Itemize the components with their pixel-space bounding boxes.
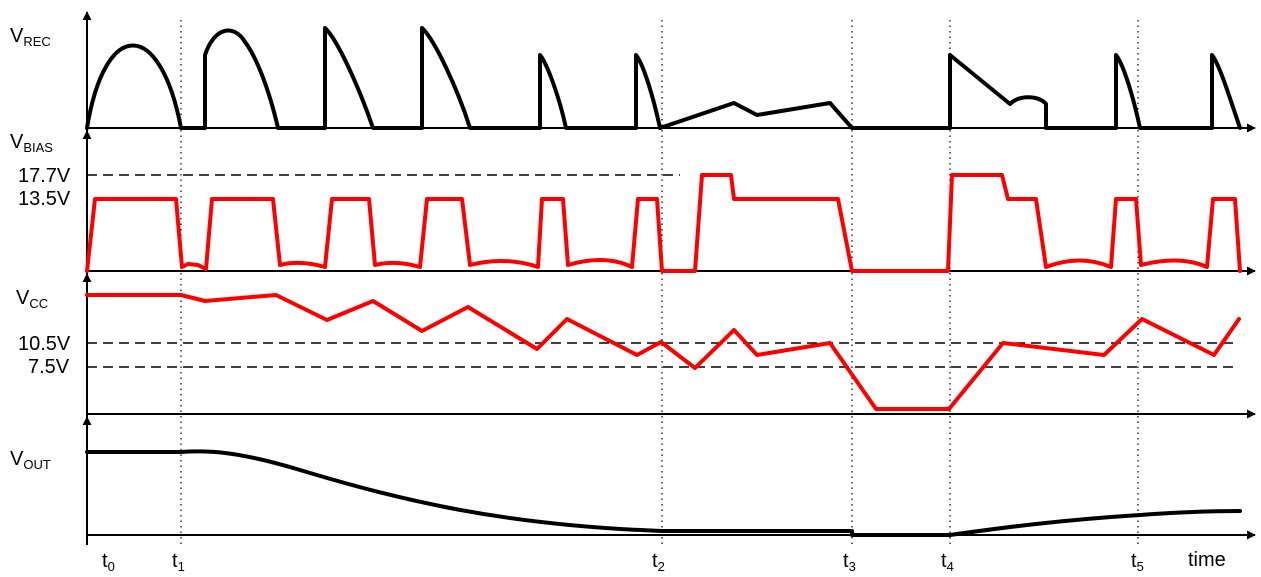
label-vbias: VBIAS bbox=[10, 131, 53, 155]
vbias-waveform bbox=[85, 173, 1242, 273]
label-t3: t3 bbox=[843, 550, 856, 574]
vcc-waveform bbox=[85, 293, 1241, 411]
label-t1: t1 bbox=[172, 550, 185, 574]
label-t0: t0 bbox=[102, 550, 115, 574]
vrec-waveform bbox=[85, 26, 1242, 130]
label-t2: t2 bbox=[652, 550, 665, 574]
label-t5: t5 bbox=[1131, 550, 1144, 574]
label-t4: t4 bbox=[941, 550, 954, 574]
vout-waveform bbox=[85, 449, 1242, 537]
label-vcc: VCC bbox=[16, 287, 48, 311]
label-13-5v: 13.5V bbox=[18, 188, 71, 210]
label-vrec: VREC bbox=[10, 25, 51, 49]
label-time: time bbox=[1188, 549, 1226, 571]
label-10-5v: 10.5V bbox=[18, 333, 71, 355]
label-vout: VOUT bbox=[10, 448, 51, 472]
label-7-5v: 7.5V bbox=[28, 356, 70, 378]
label-17-7v: 17.7V bbox=[18, 165, 71, 187]
